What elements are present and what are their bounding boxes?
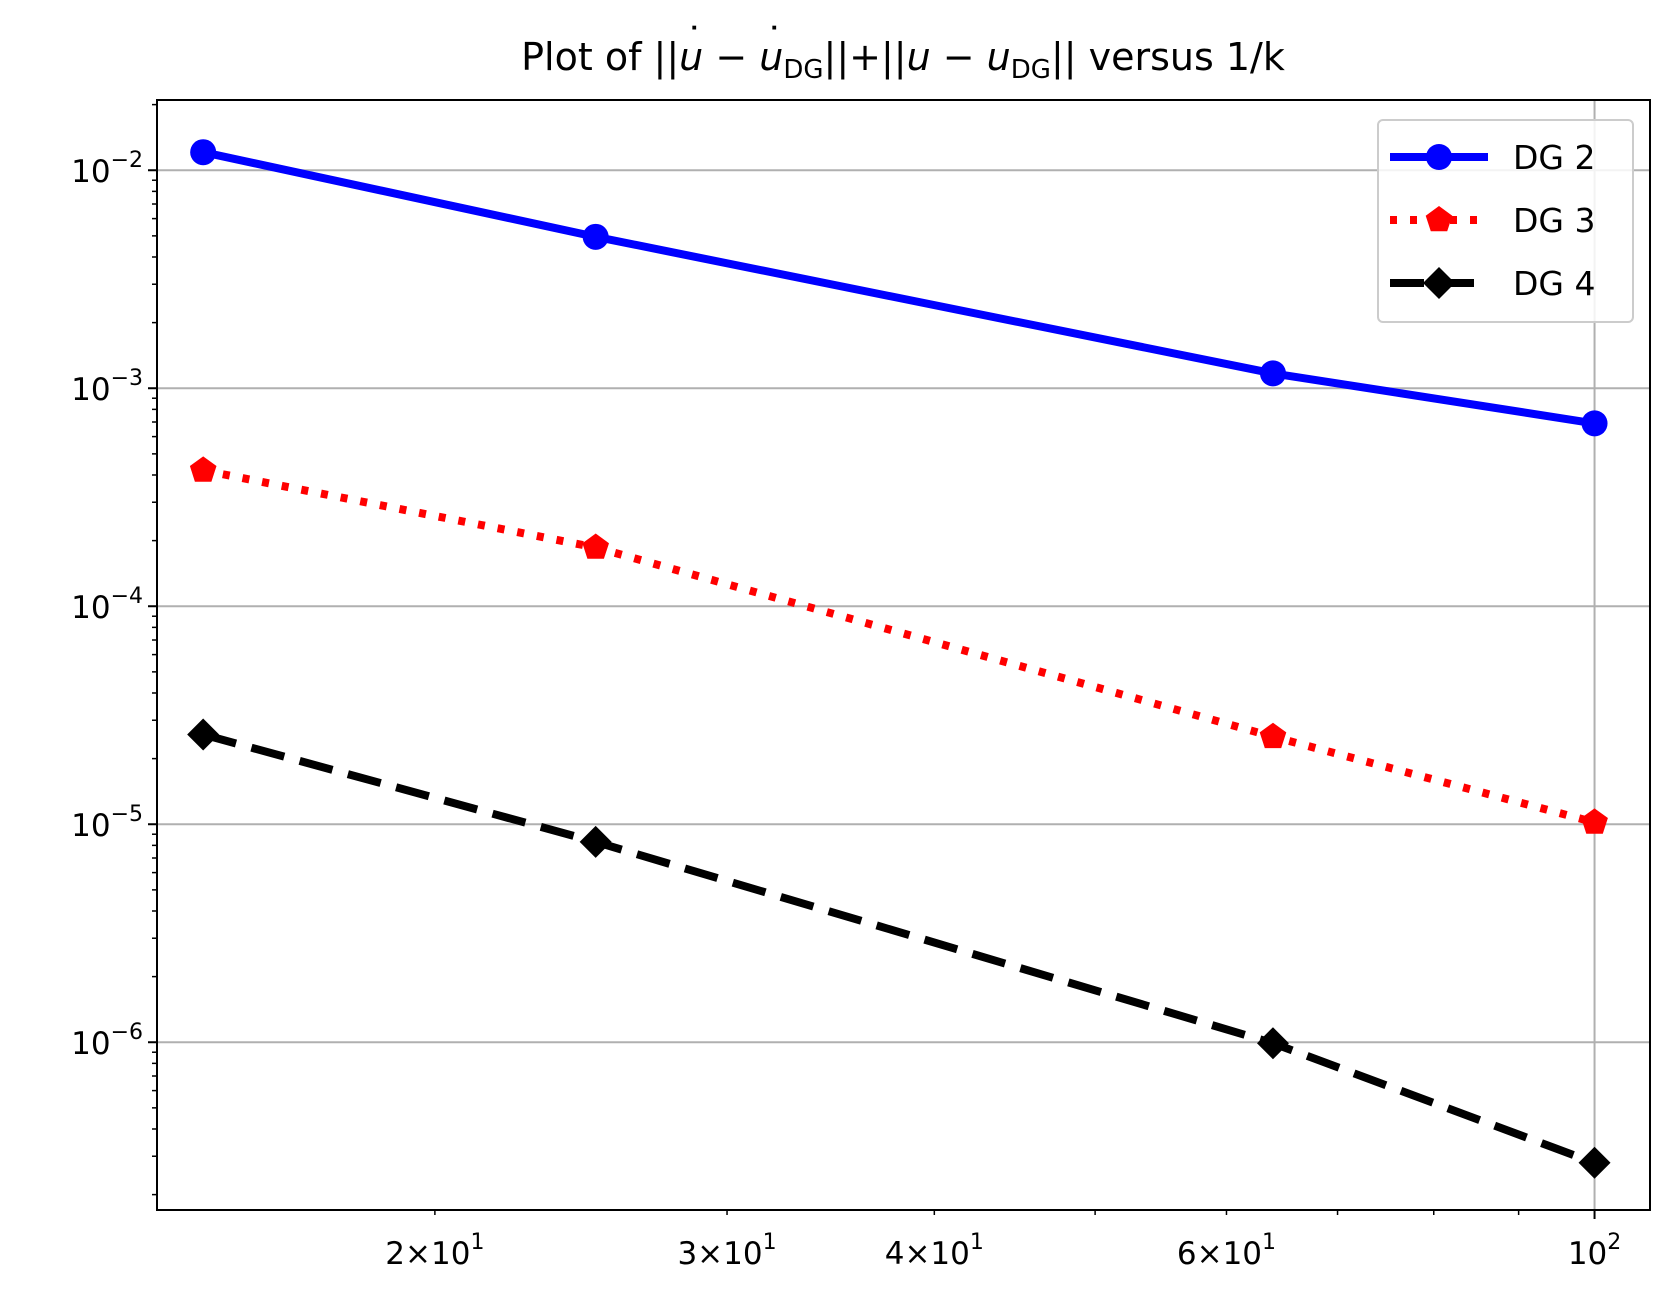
series-layer (187, 139, 1611, 1179)
data-point (1259, 722, 1287, 749)
y-tick-label: 10−2 (71, 148, 143, 190)
tick-labels: 10−2 10−3 10−4 10−5 10−6 2×101 3×101 4×101 6×101… (71, 148, 1621, 1272)
legend-marker (1426, 144, 1452, 170)
legend-item: DG 4 (1390, 264, 1595, 303)
chart-title: Plot of ||u − uDG||+||u − uDG|| versus 1… (521, 35, 1285, 85)
data-point (582, 533, 609, 559)
series-dg-4 (187, 718, 1611, 1179)
legend-label: DG 4 (1513, 264, 1595, 303)
data-point (1581, 410, 1608, 437)
y-tick-label: 10−6 (71, 1020, 143, 1062)
data-point (582, 223, 609, 250)
data-point (1259, 360, 1286, 387)
y-tick-label: 10−4 (71, 584, 143, 626)
data-point (579, 825, 612, 858)
y-tick-label: 10−3 (71, 366, 143, 408)
data-point (1256, 1027, 1289, 1060)
series-dg-3 (189, 456, 1608, 834)
legend: DG 2 DG 3 DG 4 (1377, 119, 1634, 323)
y-tick-label: 10−5 (71, 802, 143, 844)
legend-label: DG 2 (1513, 138, 1595, 177)
legend-label: DG 3 (1513, 201, 1595, 240)
plot-frame (156, 99, 1651, 1211)
x-tick-label: 2×101 (385, 1230, 484, 1272)
legend-marker (1425, 206, 1453, 232)
data-point (187, 718, 220, 751)
series-line (202, 466, 1596, 827)
data-point (189, 456, 217, 482)
legend-item: DG 2 (1390, 138, 1595, 177)
data-point (1581, 808, 1608, 834)
series-dg-2 (190, 139, 1608, 437)
x-tick-label: 3×101 (677, 1230, 776, 1272)
derivative-dot: ˙ (685, 20, 704, 64)
legend-marker (1423, 267, 1455, 299)
legend-item: DG 3 (1390, 201, 1595, 240)
data-point (190, 139, 217, 166)
data-point (1578, 1146, 1611, 1179)
series-line (202, 148, 1596, 428)
x-tick-label: 102 (1568, 1230, 1621, 1272)
x-tick-label: 6×101 (1177, 1230, 1276, 1272)
x-tick-label: 4×101 (885, 1230, 984, 1272)
derivative-dot: ˙ (765, 20, 784, 64)
series-line (202, 730, 1596, 1167)
grid-lines (157, 100, 1650, 1210)
